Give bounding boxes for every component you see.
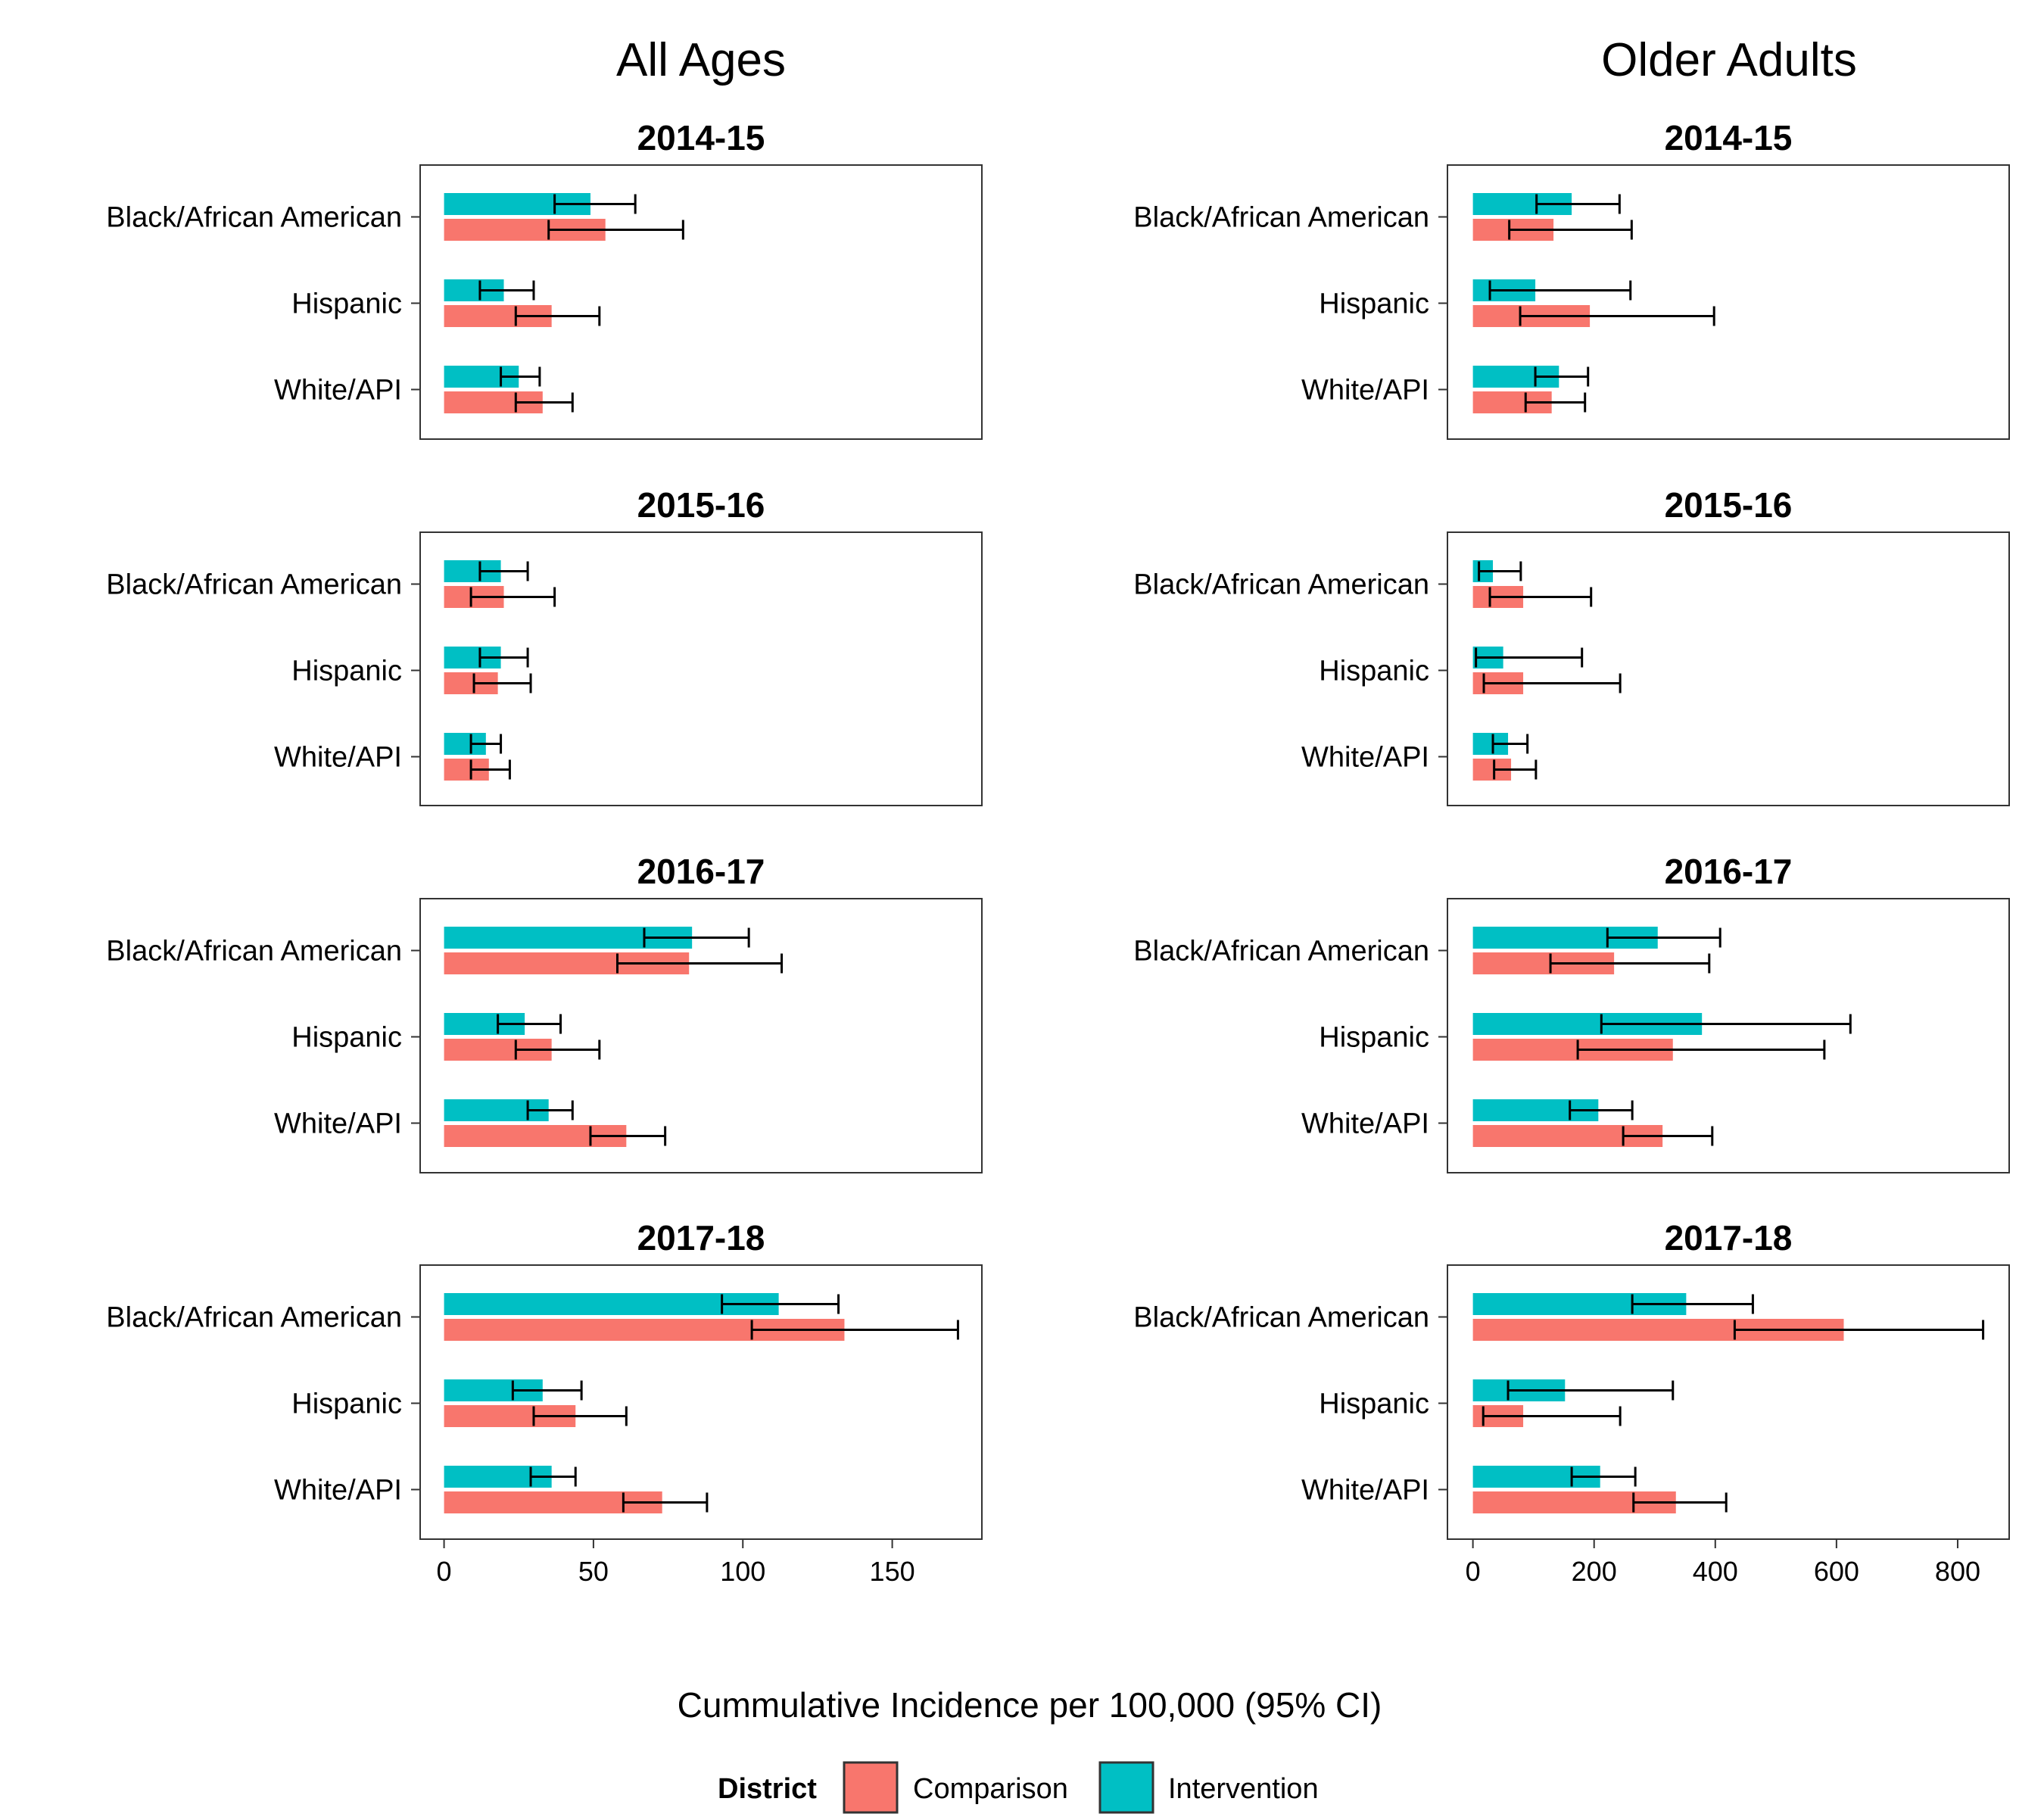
column-title-all-ages: All Ages — [616, 34, 786, 86]
category-label: Hispanic — [291, 288, 402, 320]
x-tick-label: 0 — [437, 1556, 452, 1587]
panel-all-ages-2015-16: 2015-16 Black/African American Hispanic Whi… — [106, 485, 983, 806]
category-label: Hispanic — [291, 1388, 402, 1420]
legend-label-intervention: Intervention — [1168, 1773, 1319, 1805]
panel-title: 2016-17 — [637, 852, 765, 891]
category-label: Hispanic — [1319, 656, 1429, 687]
panel-title: 2014-15 — [1665, 118, 1793, 157]
category-label: Hispanic — [291, 656, 402, 687]
panel-title: 2015-16 — [1665, 485, 1793, 525]
category-label: White/API — [1301, 742, 1429, 774]
category-label: Black/African American — [1133, 569, 1429, 601]
category-label: Black/African American — [1133, 1302, 1429, 1334]
column-titles: All Ages Older Adults — [616, 34, 1857, 86]
category-label: White/API — [274, 1475, 402, 1507]
legend-swatch-intervention — [1098, 1761, 1154, 1814]
x-tick-label: 200 — [1572, 1556, 1617, 1587]
category-label: Black/African American — [1133, 936, 1429, 968]
panel-all-ages-2014-15: 2014-15 Black/African American Hispanic Whi… — [106, 118, 983, 440]
panel-title: 2015-16 — [637, 485, 765, 525]
x-tick-label: 100 — [720, 1556, 765, 1587]
category-label: Black/African American — [1133, 202, 1429, 234]
x-tick-label: 800 — [1935, 1556, 1980, 1587]
category-label: White/API — [274, 1108, 402, 1140]
category-label: Hispanic — [291, 1022, 402, 1054]
legend-title: District — [718, 1773, 817, 1805]
panel-all-ages-2017-18: 2017-18 Black/African American Hispanic Whi… — [106, 1218, 983, 1587]
panel-title: 2017-18 — [637, 1218, 765, 1258]
category-label: White/API — [1301, 1475, 1429, 1507]
panel-older-adults-2016-17: 2016-17 Black/African American Hispanic Whi… — [1133, 852, 2010, 1173]
category-label: Black/African American — [106, 936, 402, 968]
panel-all-ages-2016-17: 2016-17 Black/African American Hispanic Whi… — [106, 852, 983, 1173]
legend: District Comparison Intervention — [718, 1761, 1319, 1814]
x-tick-label: 400 — [1693, 1556, 1738, 1587]
x-tick-label: 50 — [578, 1556, 609, 1587]
category-label: Black/African American — [106, 569, 402, 601]
x-tick-label: 150 — [870, 1556, 915, 1587]
panel-frame — [419, 531, 983, 806]
category-label: Hispanic — [1319, 1022, 1429, 1054]
panel-title: 2017-18 — [1665, 1218, 1793, 1258]
legend-label-comparison: Comparison — [913, 1773, 1068, 1805]
category-label: Black/African American — [106, 202, 402, 234]
panel-older-adults-2017-18: 2017-18 Black/African American Hispanic Whi… — [1133, 1218, 2010, 1587]
panels: 2014-15 Black/African American Hispanic Whi… — [106, 118, 2010, 1587]
panel-title: 2014-15 — [637, 118, 765, 157]
x-tick-label: 0 — [1466, 1556, 1481, 1587]
category-label: White/API — [274, 375, 402, 407]
panel-frame — [1447, 531, 2010, 806]
category-label: Black/African American — [106, 1302, 402, 1334]
x-axis-label: Cummulative Incidence per 100,000 (95% C… — [678, 1685, 1382, 1725]
category-label: Hispanic — [1319, 288, 1429, 320]
category-label: Hispanic — [1319, 1388, 1429, 1420]
x-tick-label: 600 — [1814, 1556, 1859, 1587]
category-label: White/API — [274, 742, 402, 774]
panel-older-adults-2015-16: 2015-16 Black/African American Hispanic Whi… — [1133, 485, 2010, 806]
legend-swatch-comparison — [843, 1761, 899, 1814]
category-label: White/API — [1301, 1108, 1429, 1140]
column-title-older-adults: Older Adults — [1601, 34, 1857, 86]
category-label: White/API — [1301, 375, 1429, 407]
panel-title: 2016-17 — [1665, 852, 1793, 891]
panel-older-adults-2014-15: 2014-15 Black/African American Hispanic Whi… — [1133, 118, 2010, 440]
